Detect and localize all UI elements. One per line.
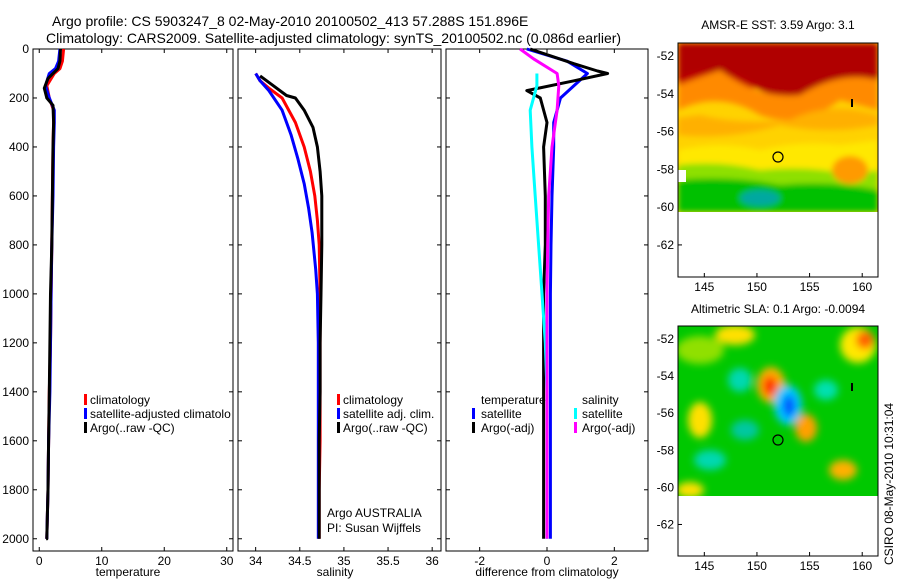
sst-heatmap	[678, 43, 878, 212]
sst-secondary-marker	[851, 99, 853, 107]
legend-label-satellite-adjusted: satellite-adjusted climatolo	[90, 407, 231, 421]
legend-swatch-satellite-adj	[337, 408, 340, 419]
series-line-2	[526, 47, 589, 539]
x-tick-label: 35	[337, 554, 351, 568]
legend-label-sal-argo: Argo(-adj)	[582, 421, 635, 435]
title-line-1: Argo profile: CS 5903247_8 02-May-2010 2…	[52, 13, 528, 29]
x-tick-label: 30	[220, 554, 234, 568]
map-y-tick-label: -54	[657, 87, 675, 101]
map-y-tick-label: -60	[657, 480, 675, 494]
sla-argo-location-marker	[772, 434, 784, 446]
y-tick-label: 1800	[2, 483, 29, 497]
x-tick-label: 0	[36, 554, 43, 568]
legend-swatch-climatology	[337, 394, 340, 405]
sla-map-frame	[677, 325, 879, 557]
legend-label-satellite-adj: satellite adj. clim.	[343, 407, 434, 421]
map-y-tick-label: -60	[657, 200, 675, 214]
y-tick-label: 600	[9, 189, 29, 203]
map-y-tick-label: -56	[657, 125, 675, 139]
series-line-2	[519, 47, 561, 539]
legend-swatch-sal-satellite	[574, 408, 577, 419]
series-line-1	[259, 74, 324, 539]
title-line-2: Climatology: CARS2009. Satellite-adjuste…	[46, 30, 621, 46]
map-y-tick-label: -56	[657, 406, 675, 420]
temperature-legend: climatology satellite-adjusted climatolo…	[84, 393, 231, 435]
x-tick-label: 35.5	[376, 554, 400, 568]
y-tick-label: 2000	[2, 532, 29, 546]
salinity-plot-frame	[237, 48, 442, 552]
temperature-plot-frame	[32, 48, 234, 552]
y-tick-label: 0	[22, 42, 29, 56]
series-line-1	[254, 72, 320, 539]
legend-swatch-argo	[337, 422, 340, 433]
y-tick-label: 1600	[2, 434, 29, 448]
legend-label-argo: Argo(..raw -QC)	[343, 421, 428, 435]
map-x-tick-label: 150	[747, 559, 767, 573]
map-x-tick-label: 155	[800, 559, 820, 573]
legend-swatch-temp-argo	[472, 422, 475, 433]
x-tick-label: 2	[611, 554, 618, 568]
sst-map-title: AMSR-E SST: 3.59 Argo: 3.1	[701, 18, 855, 32]
x-tick-label: 20	[158, 554, 172, 568]
map-y-tick-label: -62	[657, 517, 675, 531]
annotation-argo-australia: Argo AUSTRALIA	[327, 506, 422, 520]
y-tick-label: 400	[9, 140, 29, 154]
salinity-legend: climatology satellite adj. clim. Argo(..…	[327, 393, 434, 535]
map-x-tick-label: 155	[800, 280, 820, 294]
legend-header-salinity: salinity	[582, 393, 619, 407]
map-x-tick-label: 145	[694, 559, 714, 573]
map-y-tick-label: -52	[657, 332, 675, 346]
y-tick-label: 1200	[2, 336, 29, 350]
series-line-1	[254, 72, 322, 539]
sla-map-title: Altimetric SLA: 0.1 Argo: -0.0094	[691, 302, 865, 316]
annotation-pi-name: PI: Susan Wijffels	[327, 521, 421, 535]
x-tick-label: 10	[95, 554, 109, 568]
y-tick-label: 1400	[2, 385, 29, 399]
temperature-xlabel: temperature	[96, 565, 161, 579]
legend-label-temp-satellite: satellite	[481, 407, 522, 421]
sla-secondary-marker	[851, 383, 853, 391]
x-tick-label: -2	[474, 554, 485, 568]
x-tick-label: 0	[544, 554, 551, 568]
salinity-xlabel: salinity	[317, 565, 354, 579]
x-tick-label: 34.5	[288, 554, 312, 568]
map-y-tick-label: -54	[657, 369, 675, 383]
legend-label-sal-satellite: satellite	[582, 407, 623, 421]
sst-argo-location-marker	[772, 151, 784, 163]
map-y-tick-label: -62	[657, 238, 675, 252]
series-line-0	[42, 48, 62, 541]
x-tick-label: 34	[249, 554, 263, 568]
legend-label-climatology: climatology	[90, 393, 150, 407]
sla-heatmap	[678, 326, 878, 496]
series-line-2	[525, 47, 610, 539]
map-x-tick-label: 150	[747, 280, 767, 294]
y-tick-label: 800	[9, 238, 29, 252]
legend-label-temp-argo: Argo(-adj)	[481, 421, 534, 435]
map-x-tick-label: 160	[852, 280, 872, 294]
map-y-tick-label: -58	[657, 443, 675, 457]
legend-swatch-climatology	[84, 394, 87, 405]
legend-swatch-temp-satellite	[472, 408, 475, 419]
legend-label-climatology: climatology	[343, 393, 403, 407]
map-x-tick-label: 145	[694, 280, 714, 294]
legend-swatch-satellite-adjusted	[84, 408, 87, 419]
map-x-tick-label: 160	[852, 559, 872, 573]
legend-swatch-sal-argo	[574, 422, 577, 433]
legend-swatch-argo	[84, 422, 87, 433]
y-tick-label: 1000	[2, 287, 29, 301]
difference-legend: temperature salinity satellite Argo(-adj…	[472, 393, 635, 435]
legend-header-temperature: temperature	[481, 393, 546, 407]
footer-timestamp: CSIRO 08-May-2010 10:31:04	[882, 403, 896, 565]
sst-map-frame	[677, 42, 879, 278]
difference-xlabel: difference from climatology	[475, 565, 618, 579]
map-y-tick-label: -58	[657, 162, 675, 176]
legend-label-argo: Argo(..raw -QC)	[90, 421, 175, 435]
map-y-tick-label: -52	[657, 49, 675, 63]
x-tick-label: 36	[425, 554, 439, 568]
y-tick-label: 200	[9, 91, 29, 105]
